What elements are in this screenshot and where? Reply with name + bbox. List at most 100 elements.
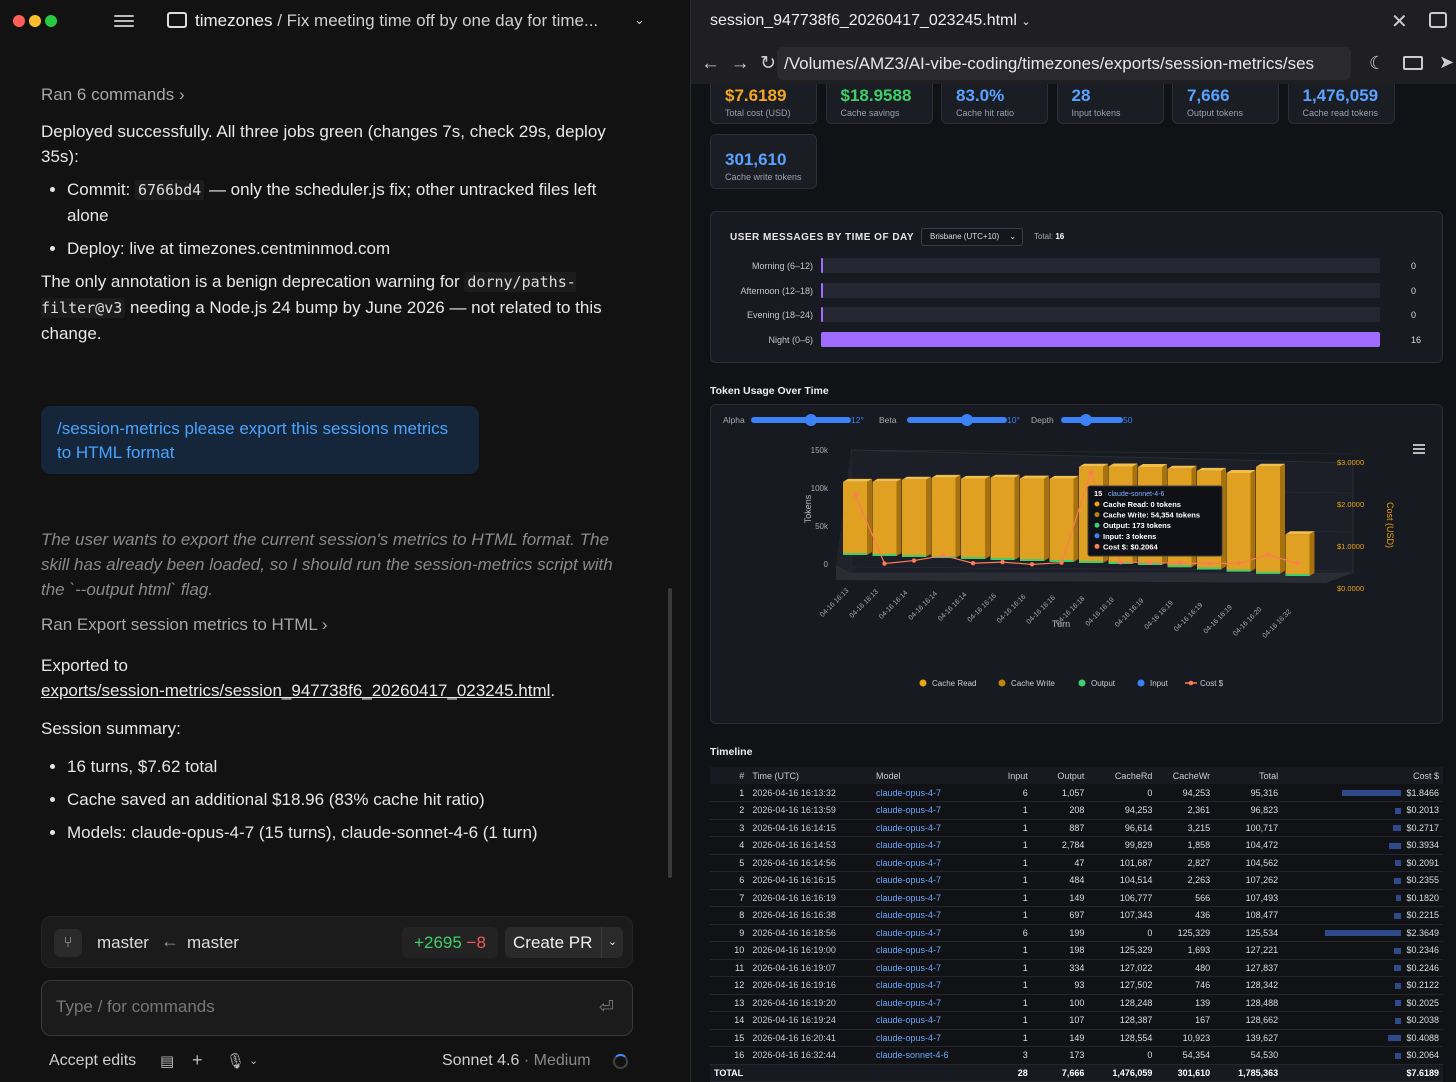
table-header[interactable]: Input: [985, 767, 1032, 784]
ran-commands-toggle[interactable]: Ran 6 commands ›: [41, 82, 621, 107]
plus-icon[interactable]: +: [192, 1050, 203, 1070]
table-cell: $0.2717: [1282, 819, 1443, 837]
slider-knob[interactable]: [805, 414, 817, 426]
table-header[interactable]: Total: [1214, 767, 1283, 784]
branch-source[interactable]: master: [187, 933, 239, 952]
table-header[interactable]: Cost $: [1282, 767, 1443, 784]
reload-icon[interactable]: ↻: [760, 53, 777, 74]
cost-bar: [1395, 895, 1402, 902]
list-item: Models: claude-opus-4-7 (15 turns), clau…: [67, 820, 641, 845]
table-cell: 15: [710, 1029, 749, 1047]
y2-tick-label: $3.0000: [1337, 458, 1364, 467]
breadcrumb[interactable]: timezones / Fix meeting time off by one …: [195, 11, 598, 31]
slider-knob[interactable]: [961, 414, 973, 426]
y2-tick-label: $1.0000: [1337, 542, 1364, 551]
close-icon[interactable]: ✕: [1391, 11, 1408, 33]
bar-side: [867, 478, 872, 555]
mode-icon[interactable]: ▤: [160, 1053, 175, 1070]
table-cell: 2026-04-16 16:19:00: [748, 941, 872, 960]
diff-stats[interactable]: +2695 −8: [402, 927, 498, 958]
chart-slider[interactable]: [907, 414, 1007, 426]
bar-top: [1197, 467, 1226, 471]
chevron-down-icon[interactable]: ⌄: [601, 927, 623, 958]
tod-bar-fill: [821, 282, 823, 298]
git-branch-icon[interactable]: ⑂: [54, 929, 82, 957]
timezone-select[interactable]: Brisbane (UTC+10) ⌄: [921, 228, 1023, 246]
chevron-down-icon[interactable]: ⌄: [249, 1055, 259, 1067]
cost-bar: [1394, 1017, 1402, 1024]
cost-value: $0.2091: [1406, 857, 1439, 868]
bar-output-segment: [1167, 565, 1192, 568]
chart-slider[interactable]: [751, 414, 851, 426]
chevron-down-icon[interactable]: ⌄: [634, 12, 645, 27]
cost-bar: [1388, 842, 1402, 849]
total-cell: 301,610: [1156, 1064, 1215, 1082]
table-header[interactable]: Model: [871, 767, 986, 784]
table-cell: 54,354: [1156, 1046, 1215, 1065]
table-cell: 1: [985, 871, 1032, 890]
zoom-window-button[interactable]: [45, 15, 57, 27]
table-cell: 208: [1031, 801, 1089, 820]
total-cell: 1,476,059: [1088, 1064, 1157, 1082]
legend-label: Output: [1091, 679, 1116, 688]
model-selector[interactable]: Sonnet 4.6 · Medium: [442, 1052, 591, 1070]
close-window-button[interactable]: [13, 15, 25, 27]
create-pr-button[interactable]: Create PR ⌄: [505, 927, 623, 958]
bar-output-segment: [902, 555, 926, 557]
chart-slider[interactable]: [1061, 414, 1123, 426]
table-cell: claude-opus-4-7: [871, 871, 986, 890]
table-cell: 697: [1031, 906, 1089, 925]
deploy-paragraph: Deployed successfully. All three jobs gr…: [41, 122, 606, 166]
table-header[interactable]: CacheRd: [1088, 767, 1157, 784]
total-label: Total:: [1034, 232, 1054, 241]
ran-export-toggle[interactable]: Ran Export session metrics to HTML ›: [41, 615, 328, 635]
user-message-bubble: /session-metrics please export this sess…: [41, 406, 479, 474]
table-cell: 1: [985, 819, 1032, 837]
browser-tab-title[interactable]: session_947738f6_20260417_023245.html ⌄: [710, 12, 1031, 30]
list-item: Deploy: live at timezones.centminmod.com: [67, 236, 621, 261]
table-cell: 139: [1156, 994, 1215, 1012]
timeline-title: Timeline: [710, 746, 753, 758]
table-header[interactable]: Time (UTC): [748, 767, 872, 784]
table-header[interactable]: #: [710, 767, 749, 784]
cost-bar: [1394, 807, 1402, 814]
accept-edits-toggle[interactable]: Accept edits: [49, 1052, 137, 1069]
send-icon[interactable]: ➤: [1439, 52, 1455, 72]
chevron-down-icon: ⌄: [1021, 16, 1031, 28]
forward-icon[interactable]: →: [730, 53, 750, 74]
chart-menu-icon[interactable]: [1413, 442, 1425, 456]
table-cell: 6: [985, 784, 1032, 802]
table-header[interactable]: Output: [1031, 767, 1089, 784]
table-cell: 127,221: [1214, 941, 1283, 960]
table-header[interactable]: CacheWr: [1156, 767, 1215, 784]
bar-output-segment: [872, 554, 897, 556]
prompt-input[interactable]: [56, 997, 576, 1017]
chat-scrollbar[interactable]: [668, 588, 672, 878]
tooltip-marker: [1094, 543, 1100, 549]
url-bar[interactable]: /Volumes/AMZ3/AI-vibe-coding/timezones/e…: [777, 47, 1351, 80]
tab-title-text: session_947738f6_20260417_023245.html: [710, 12, 1017, 29]
enter-icon[interactable]: ⏎: [598, 997, 614, 1017]
table-cell: 887: [1031, 819, 1089, 837]
split-view-icon[interactable]: [1429, 12, 1447, 28]
summary-title: Session summary:: [41, 719, 181, 738]
minimize-window-button[interactable]: [29, 15, 41, 27]
moon-icon[interactable]: ☾: [1369, 53, 1386, 73]
table-cell: 746: [1156, 976, 1215, 995]
branch-target[interactable]: master: [97, 933, 149, 952]
commit-label: Commit:: [67, 180, 135, 199]
token-usage-chart: 150k 100k 50k 0 $3.0000 $2.0000 $1.0000 $0.0000…: [803, 446, 1395, 688]
cost-value: $0.2355: [1406, 875, 1439, 886]
table-cell: claude-opus-4-7: [871, 959, 986, 977]
exported-to-label: Exported to: [41, 656, 128, 675]
cost-point: [1147, 560, 1153, 565]
metric-card: 7,666 Output tokens: [1172, 84, 1279, 124]
table-cell: 127,022: [1088, 959, 1157, 977]
back-icon[interactable]: ←: [701, 53, 720, 74]
laptop-icon[interactable]: [1403, 56, 1423, 70]
bar-output-segment: [1226, 569, 1251, 572]
microphone-icon[interactable]: 🎙: [226, 1053, 246, 1070]
sidebar-toggle-icon[interactable]: [114, 12, 134, 32]
slider-knob[interactable]: [1079, 414, 1092, 426]
export-path-link[interactable]: exports/session-metrics/session_947738f6…: [41, 681, 551, 700]
